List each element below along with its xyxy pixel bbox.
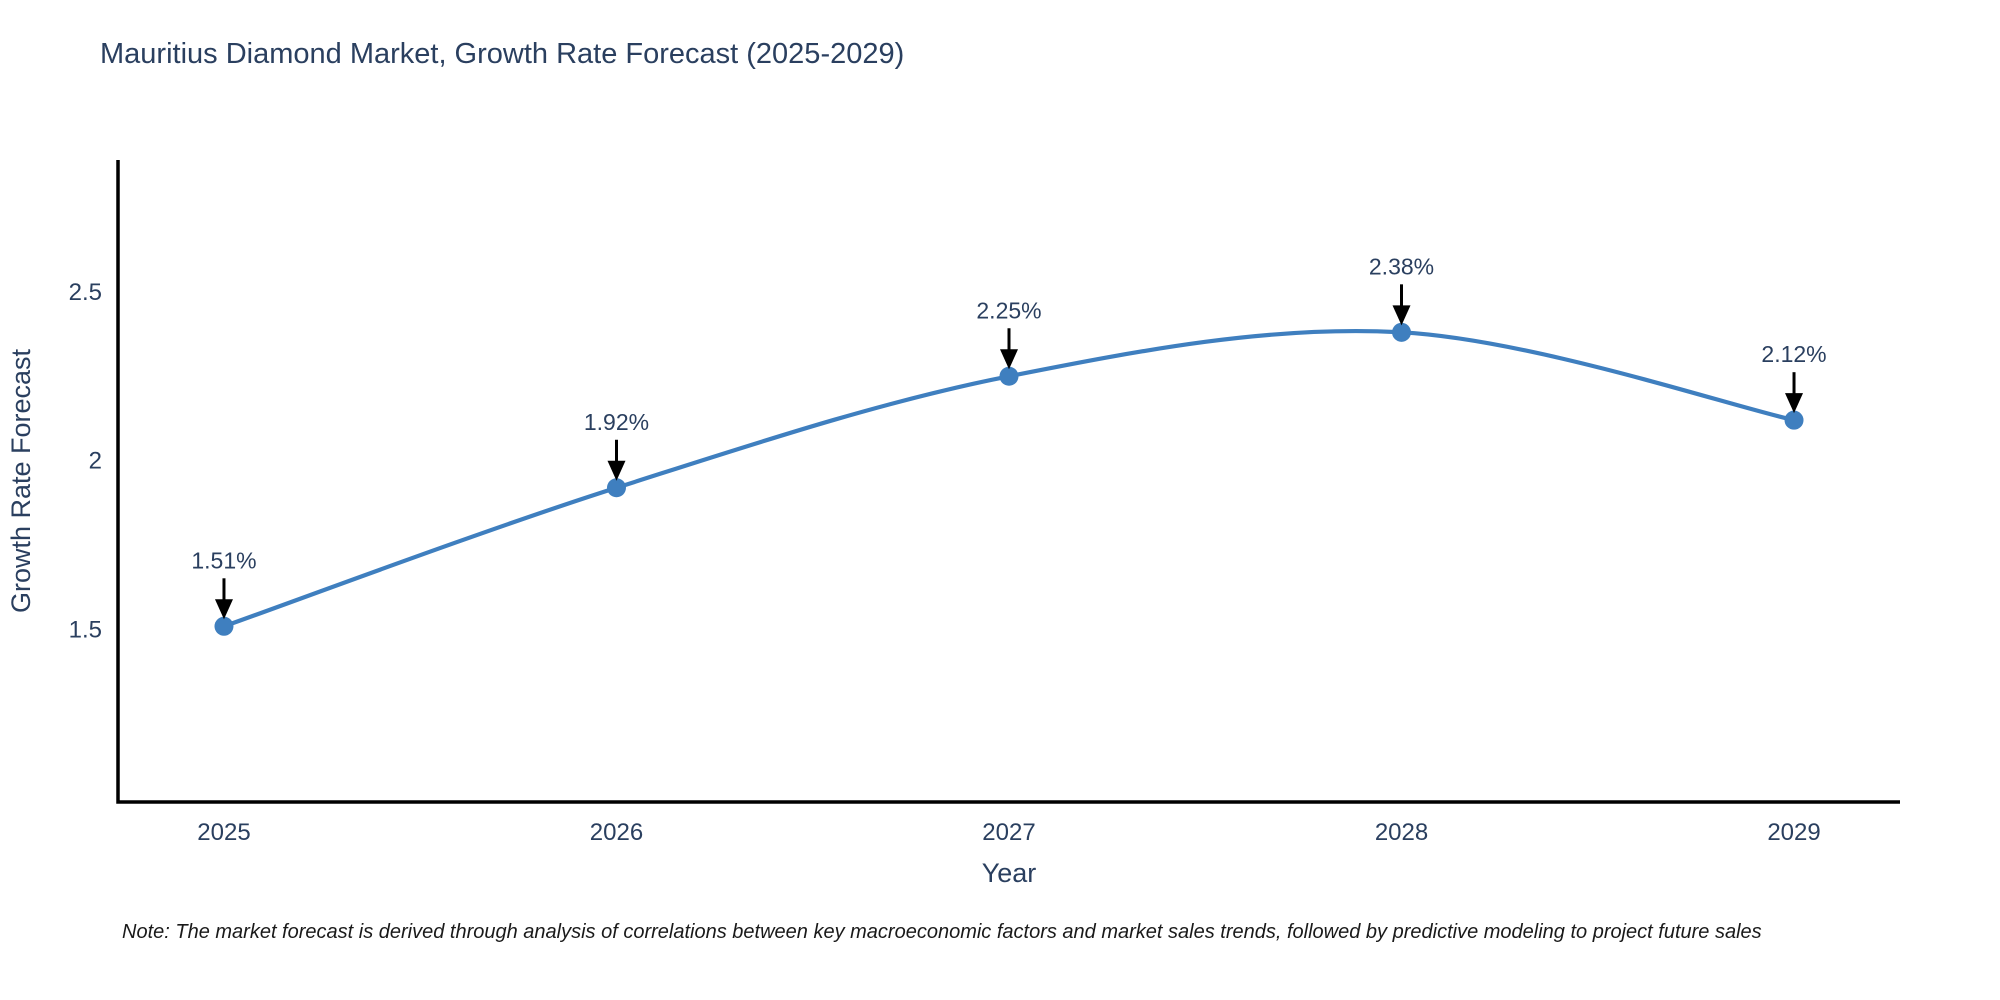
- data-point-marker[interactable]: [999, 366, 1019, 386]
- x-tick-label: 2025: [197, 819, 250, 846]
- annotation-arrowhead-icon: [607, 460, 626, 481]
- annotation-arrowhead-icon: [214, 599, 233, 620]
- x-axis-title: Year: [982, 858, 1037, 888]
- data-point-label: 2.38%: [1369, 253, 1434, 279]
- annotation-arrowhead-icon: [1000, 349, 1018, 370]
- x-tick-label: 2026: [590, 819, 643, 846]
- y-tick-label: 2: [89, 448, 102, 475]
- x-tick-label: 2029: [1767, 819, 1820, 846]
- data-point-label: 1.51%: [191, 547, 256, 573]
- x-tick-label: 2028: [1375, 819, 1428, 846]
- chart-footnote: Note: The market forecast is derived thr…: [122, 921, 1762, 943]
- data-point-marker[interactable]: [606, 478, 626, 498]
- data-point-marker[interactable]: [214, 616, 234, 636]
- annotation-arrowhead-icon: [1785, 393, 1804, 414]
- data-point-marker[interactable]: [1392, 322, 1412, 342]
- data-point-label: 2.12%: [1761, 341, 1826, 367]
- data-point-marker[interactable]: [1784, 410, 1804, 430]
- data-point-label: 1.92%: [584, 409, 649, 435]
- y-axis-title: Growth Rate Forecast: [6, 348, 36, 613]
- annotation-arrowhead-icon: [1392, 305, 1411, 326]
- chart-title: Mauritius Diamond Market, Growth Rate Fo…: [100, 38, 905, 70]
- data-point-label: 2.25%: [976, 297, 1041, 323]
- axis-lines: [116, 160, 1900, 804]
- y-tick-label: 2.5: [69, 279, 102, 306]
- x-tick-label: 2027: [982, 819, 1035, 846]
- y-tick-label: 1.5: [69, 617, 102, 644]
